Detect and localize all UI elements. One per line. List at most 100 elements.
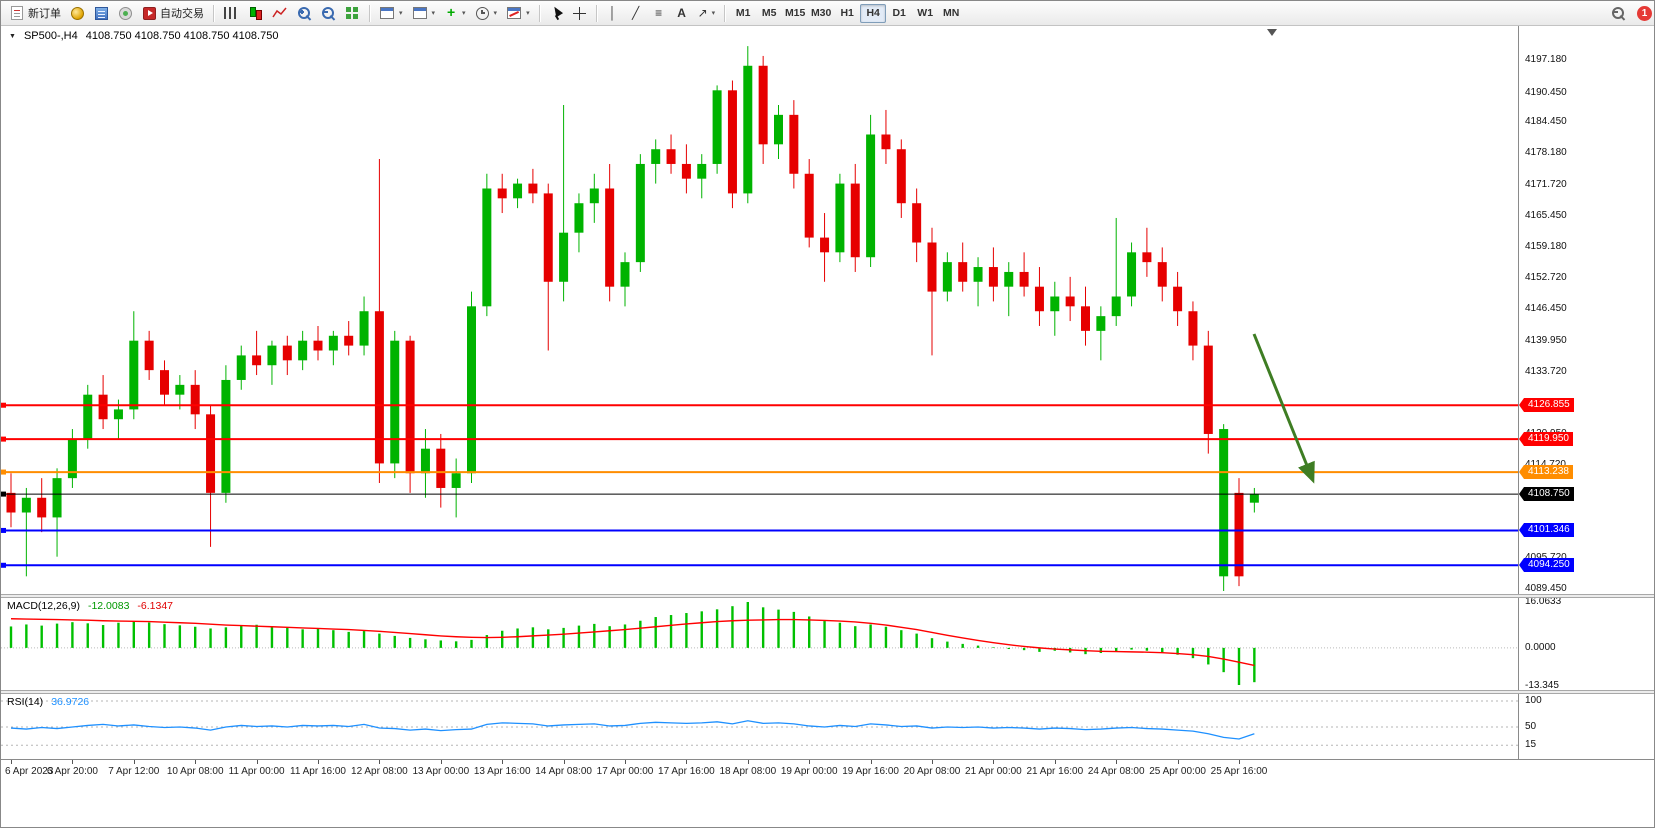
macd-scale-label: 0.0000 (1525, 641, 1556, 653)
timeframe-M30[interactable]: M30 (810, 7, 832, 19)
time-tick (72, 760, 74, 764)
time-label: 10 Apr 08:00 (166, 766, 224, 777)
macd-splitter[interactable] (1, 594, 1654, 598)
tile-windows-button[interactable] (341, 3, 364, 24)
price-scale-label: 4152.720 (1525, 272, 1567, 284)
time-label: 6 Apr 2023 (5, 766, 54, 777)
main-chart-plot[interactable] (1, 26, 1518, 594)
profiles-button[interactable]: ▾ (408, 3, 440, 24)
new-chart-button[interactable]: ▾ (375, 3, 407, 24)
time-tick (747, 760, 749, 764)
time-label: 7 Apr 12:00 (108, 766, 160, 777)
rsi-panel[interactable] (1, 694, 1518, 759)
navigator-button[interactable] (90, 3, 113, 24)
notification-badge[interactable]: 1 (1637, 5, 1652, 21)
time-label: 13 Apr 16:00 (473, 766, 531, 777)
timeframe-M1[interactable]: M1 (735, 7, 751, 19)
navigator-icon (95, 6, 108, 20)
chart-symbol-period: SP500-,H4 (23, 30, 78, 42)
hline-handle[interactable] (1, 469, 6, 475)
macd-panel[interactable] (1, 598, 1518, 690)
toolbar-separator (369, 4, 370, 22)
trendline-button[interactable]: ╱ (625, 3, 647, 24)
rsi-name: RSI(14) (7, 696, 44, 708)
trend-arrow[interactable] (1252, 333, 1315, 484)
timeframe-W1[interactable]: W1 (917, 7, 934, 19)
time-tick (133, 760, 135, 764)
bar-chart-icon (224, 7, 237, 19)
timeframe-H1[interactable]: H1 (840, 7, 854, 19)
search-button[interactable] (1607, 3, 1630, 24)
badge-arrow-icon (1519, 432, 1524, 447)
line-chart-icon (272, 7, 287, 18)
timeframe-MN[interactable]: MN (942, 7, 960, 19)
rsi-splitter[interactable] (1, 690, 1654, 694)
template-icon (507, 7, 522, 19)
timeframe-M5[interactable]: M5 (761, 7, 777, 19)
time-tick (502, 760, 504, 764)
zoom-out-icon (321, 6, 336, 21)
terminal-button[interactable] (114, 3, 137, 24)
templates-button[interactable]: ▾ (502, 3, 534, 24)
price-badge-4119.950: 4119.950 (1519, 432, 1573, 447)
price-scale[interactable]: 4197.180 4190.450 4184.450 4178.180 4171.720… (1518, 26, 1654, 759)
indicators-icon (444, 5, 458, 21)
time-label: 17 Apr 00:00 (596, 766, 654, 777)
indicators-button[interactable]: ▾ (440, 3, 470, 24)
vertical-line-button[interactable]: │ (602, 3, 624, 24)
crosshair-button[interactable] (568, 3, 591, 24)
badge-arrow-icon (1519, 558, 1524, 573)
price-scale-label: 4146.450 (1525, 303, 1567, 315)
candlestick-chart-button[interactable] (243, 3, 267, 24)
market-watch-button[interactable] (66, 3, 89, 24)
chevron-down-icon: ▾ (431, 10, 436, 17)
auto-trading-button[interactable]: 自动交易 (138, 3, 208, 24)
hline-handle[interactable] (1, 402, 6, 408)
line-chart-button[interactable] (268, 3, 292, 24)
cursor-button[interactable] (545, 3, 567, 24)
rsi-label: RSI(14) 36.9726 (7, 696, 89, 708)
hline-handle[interactable] (1, 491, 6, 497)
trendline-icon: ╱ (631, 6, 640, 20)
timeframe-H4[interactable]: H4 (860, 3, 887, 23)
chart-title-overlay: ▼ SP500-,H4 4108.750 4108.750 4108.750 4… (9, 30, 278, 42)
time-tick (932, 760, 933, 764)
crosshair-icon (572, 6, 587, 21)
price-badge-4108.750: 4108.750 (1519, 487, 1574, 502)
chevron-down-icon: ▾ (493, 10, 498, 17)
zoom-in-button[interactable] (293, 3, 316, 24)
tile-windows-icon (346, 6, 359, 20)
fibonacci-icon: ≡ (655, 6, 663, 20)
profiles-icon (412, 7, 427, 19)
price-scale-label: 4171.720 (1525, 178, 1567, 190)
hline-handle[interactable] (1, 527, 6, 533)
time-tick (870, 760, 872, 764)
time-label: 20 Apr 08:00 (903, 766, 961, 777)
periods-button[interactable]: ▾ (471, 3, 502, 24)
hline-handle[interactable] (1, 436, 6, 442)
time-label: 13 Apr 00:00 (412, 766, 470, 777)
time-tick (625, 760, 626, 764)
chart-shift-marker[interactable] (1267, 29, 1277, 36)
time-tick (256, 760, 258, 764)
bar-chart-button[interactable] (219, 3, 242, 24)
time-axis[interactable]: 6 Apr 2023 6 Apr 20:00 7 Apr 12:00 10 Apr 0… (1, 759, 1654, 783)
timeframe-D1[interactable]: D1 (892, 7, 906, 19)
chart-menu-icon[interactable]: ▼ (9, 32, 16, 40)
main-toolbar: 新订单 自动交易 (1, 1, 1654, 26)
chart-ohlc: 4108.750 4108.750 4108.750 4108.750 (85, 30, 279, 42)
text-label-button[interactable]: A (671, 3, 693, 24)
hline-handle[interactable] (1, 562, 6, 568)
zoom-out-button[interactable] (317, 3, 340, 24)
chevron-down-icon: ▾ (711, 10, 716, 17)
time-label: 18 Apr 08:00 (719, 766, 777, 777)
timeframe-M15[interactable]: M15 (784, 7, 806, 19)
new-order-button[interactable]: 新订单 (5, 3, 65, 24)
fibonacci-button[interactable]: ≡ (648, 3, 670, 24)
arrows-tool-button[interactable]: ↗ ▾ (694, 3, 720, 24)
macd-value-main: -12.0083 (87, 600, 130, 612)
rsi-scale-label: 50 (1525, 721, 1537, 732)
badge-arrow-icon (1519, 523, 1524, 538)
badge-arrow-icon (1519, 487, 1524, 502)
price-badge-4113.238: 4113.238 (1519, 465, 1573, 480)
